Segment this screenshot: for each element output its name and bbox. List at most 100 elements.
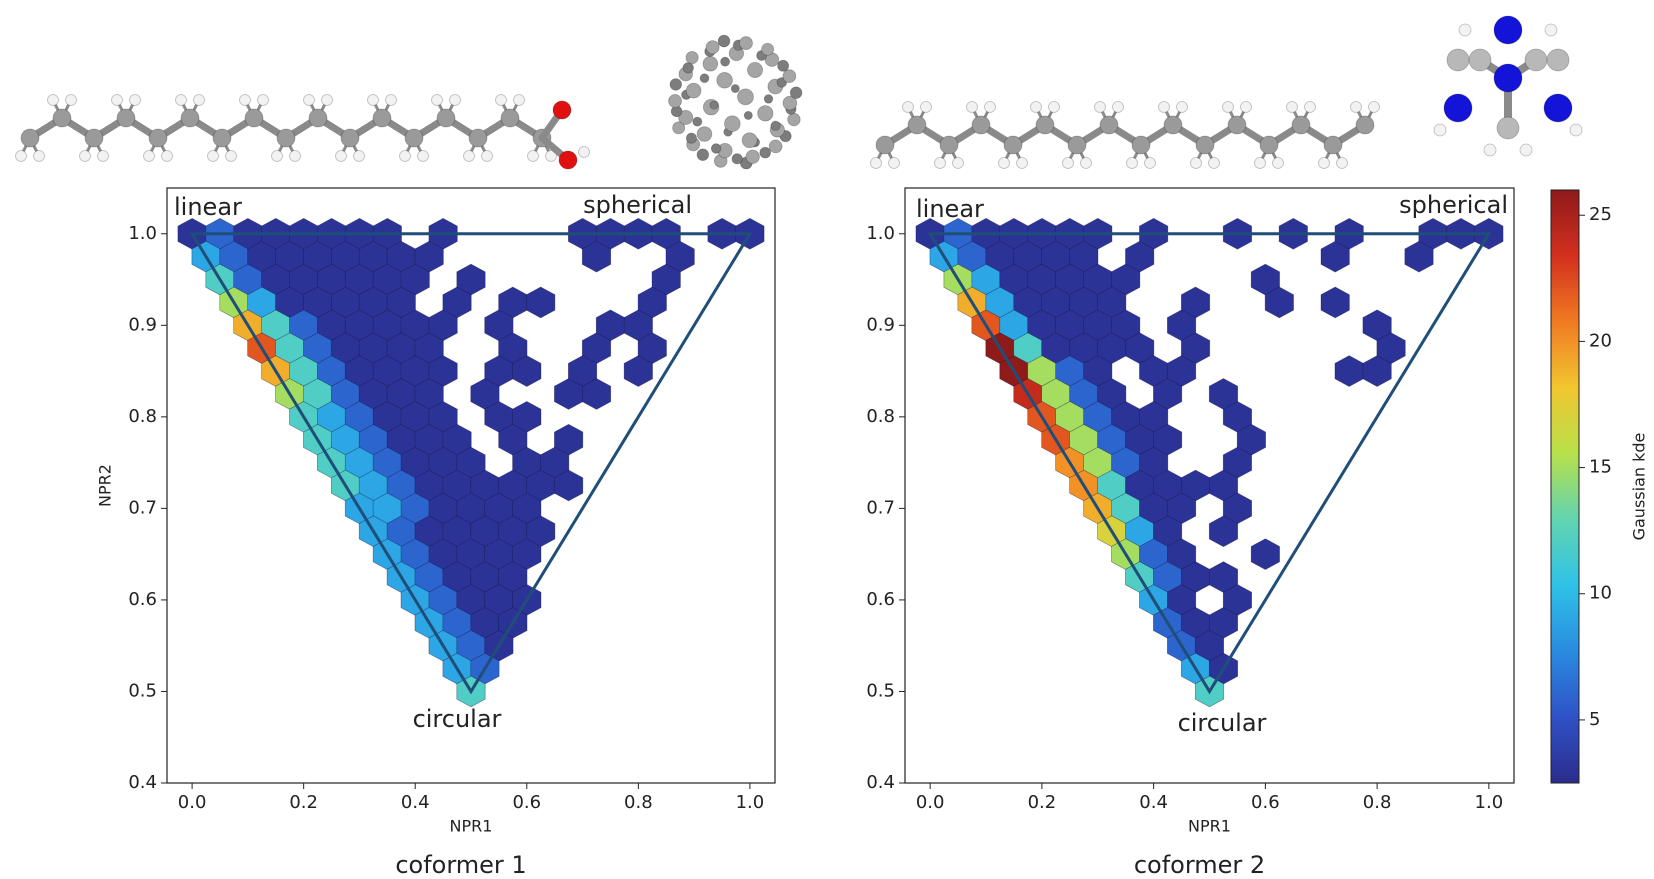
- atom: [271, 150, 283, 162]
- y-tick-label: 0.4: [866, 772, 895, 793]
- atom: [436, 108, 456, 128]
- atom: [308, 108, 328, 128]
- atom: [710, 143, 722, 154]
- hex-cell: [581, 378, 612, 410]
- atom: [225, 150, 237, 162]
- hex-cell: [1250, 538, 1280, 570]
- atom: [1222, 101, 1234, 113]
- atom: [1544, 23, 1558, 37]
- hex-cell: [554, 469, 584, 502]
- atom: [321, 94, 333, 106]
- atom: [1483, 143, 1497, 157]
- hex-cell: [1264, 286, 1294, 319]
- atom: [513, 94, 525, 106]
- x-tick-label: 0.8: [624, 792, 653, 813]
- atom: [1323, 135, 1343, 155]
- atom: [1368, 101, 1380, 113]
- atom: [1259, 135, 1279, 155]
- atom: [789, 86, 803, 99]
- y-tick-label: 0.5: [128, 680, 157, 701]
- shape-annotation: circular: [413, 705, 502, 733]
- y-tick-label: 0.7: [866, 497, 895, 518]
- atom: [902, 101, 914, 113]
- y-tick-label: 0.8: [866, 406, 895, 427]
- hex-cell: [512, 355, 542, 387]
- atom: [696, 126, 713, 142]
- atom: [730, 84, 740, 94]
- x-tick-label: 1.0: [736, 792, 765, 813]
- y-tick-label: 0.6: [866, 589, 895, 610]
- atom: [984, 101, 996, 113]
- atom: [787, 112, 801, 127]
- atom: [116, 108, 136, 128]
- atom: [716, 72, 733, 89]
- atom: [1067, 135, 1087, 155]
- atom: [1546, 48, 1570, 72]
- atom: [1446, 48, 1470, 72]
- atom: [966, 101, 978, 113]
- hex-cell: [1208, 515, 1239, 548]
- atom: [468, 128, 488, 148]
- atom: [111, 94, 123, 106]
- colorbar-tick-label: 25: [1589, 204, 1612, 225]
- atom: [1524, 48, 1548, 72]
- atom: [761, 42, 775, 56]
- hex-cell: [1362, 355, 1392, 387]
- atom: [367, 94, 379, 106]
- atom: [399, 150, 411, 162]
- atom: [745, 149, 760, 164]
- atom: [148, 128, 168, 148]
- y-tick-label: 0.9: [866, 314, 895, 335]
- atom: [1493, 63, 1523, 93]
- colorbar-tick-label: 20: [1589, 330, 1612, 351]
- atom: [1468, 48, 1492, 72]
- shape-annotation: linear: [174, 193, 242, 221]
- atom: [720, 56, 731, 67]
- atom: [1291, 115, 1311, 135]
- atom: [129, 94, 141, 106]
- atom: [739, 36, 753, 51]
- y-axis-label: NPR2: [96, 464, 115, 507]
- x-tick-label: 0.6: [512, 792, 541, 813]
- atom: [558, 150, 578, 170]
- atom: [545, 150, 557, 162]
- atom: [212, 128, 232, 148]
- hex-cell: [526, 286, 556, 319]
- x-tick-label: 0.4: [1139, 792, 1168, 813]
- y-tick-label: 0.6: [128, 589, 157, 610]
- atom: [672, 121, 686, 135]
- x-tick-label: 0.6: [1251, 792, 1280, 813]
- atom: [1443, 93, 1473, 123]
- atom: [463, 150, 475, 162]
- atom: [1099, 115, 1119, 135]
- atom: [699, 73, 710, 84]
- colorbar-tick-label: 15: [1589, 457, 1612, 478]
- atom: [289, 150, 301, 162]
- atom: [743, 110, 753, 120]
- atom: [1272, 157, 1284, 169]
- atom: [741, 132, 758, 149]
- atom: [552, 100, 572, 120]
- atom: [65, 94, 77, 106]
- boundary-triangle: [927, 232, 1492, 695]
- atom: [757, 105, 774, 122]
- x-tick-label: 0.2: [289, 792, 318, 813]
- shape-annotation: spherical: [1399, 191, 1508, 219]
- atom: [1080, 157, 1092, 169]
- atom: [1094, 101, 1106, 113]
- atom: [1318, 157, 1330, 169]
- atom: [303, 94, 315, 106]
- atom: [15, 150, 27, 162]
- shape-annotation: circular: [1178, 709, 1267, 737]
- atom: [920, 101, 932, 113]
- atom: [705, 40, 720, 55]
- colorbar-tick-label: 10: [1589, 583, 1612, 604]
- atom: [1350, 101, 1362, 113]
- atom: [180, 108, 200, 128]
- x-axis-label: NPR1: [1188, 817, 1231, 836]
- atom: [385, 94, 397, 106]
- atom: [998, 157, 1010, 169]
- atom: [907, 115, 927, 135]
- atom: [495, 94, 507, 106]
